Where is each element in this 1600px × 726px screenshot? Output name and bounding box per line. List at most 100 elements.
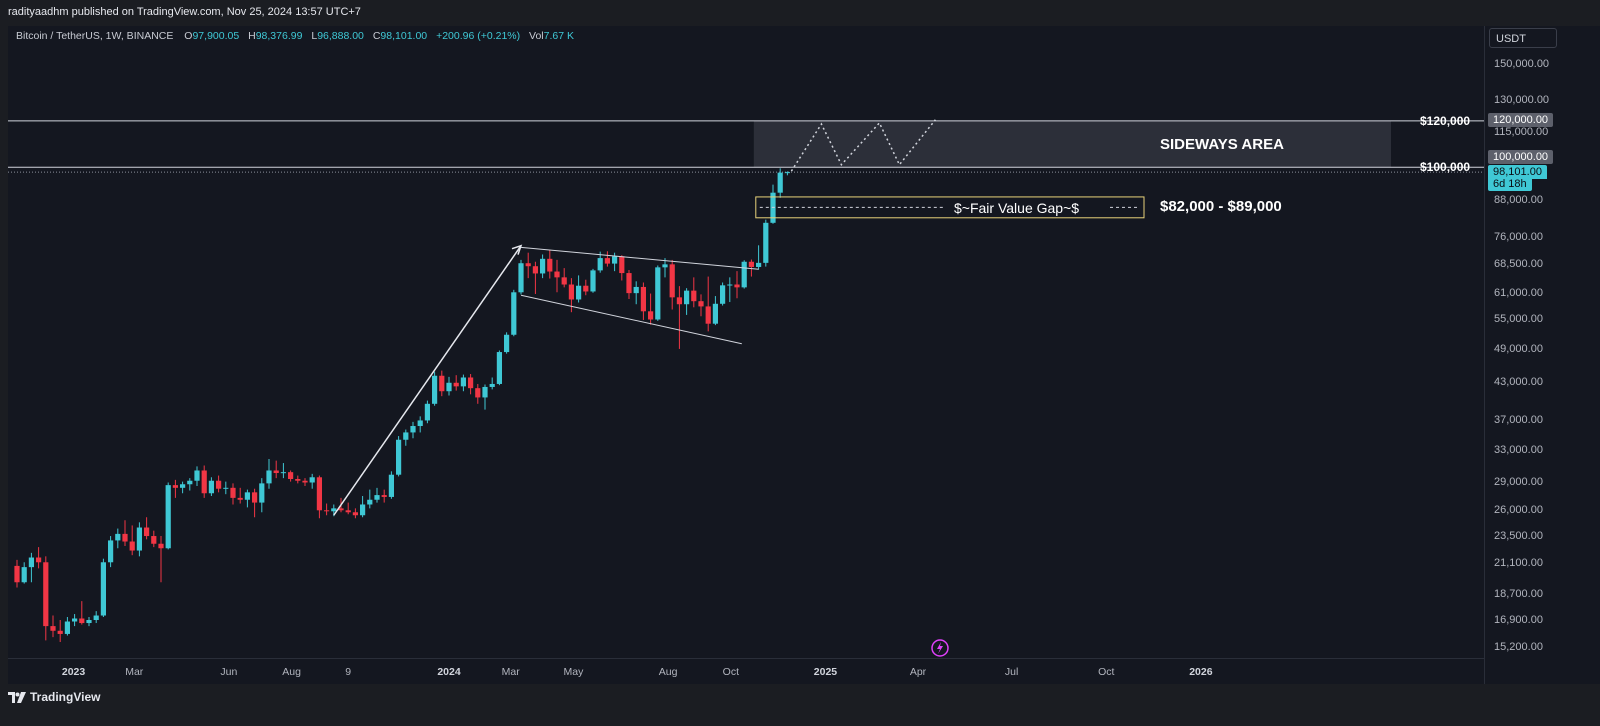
chart-pane[interactable]: Bitcoin / TetherUS, 1W, BINANCE O97,900.… <box>8 26 1484 684</box>
candle-body <box>302 480 308 483</box>
time-axis-label: 2025 <box>813 666 838 678</box>
candle-body <box>309 477 315 483</box>
candle-body <box>21 567 27 583</box>
trend-arrow-head <box>511 244 523 255</box>
candle-body <box>590 270 596 292</box>
sideways-area-label: SIDEWAYS AREA <box>1160 136 1284 153</box>
candle-body <box>216 480 222 489</box>
volume-value: 7.67 K <box>543 30 575 42</box>
price-axis-label: 29,000.00 <box>1494 476 1543 489</box>
currency-selector[interactable]: USDT <box>1489 28 1557 48</box>
candle-body <box>691 290 697 302</box>
time-axis-label: Apr <box>909 666 927 678</box>
time-axis-label: 2026 <box>1189 666 1213 678</box>
candle-body <box>777 172 783 193</box>
candle-body <box>460 377 466 387</box>
candle-body <box>576 285 582 300</box>
candle-body <box>338 508 344 511</box>
open-label: O <box>184 30 193 42</box>
candle-body <box>266 470 272 484</box>
candle-body <box>403 432 409 440</box>
candle-body <box>712 303 718 324</box>
time-axis-label: 2024 <box>437 666 461 678</box>
candle-body <box>36 557 42 563</box>
candle-body <box>158 543 164 549</box>
candle-body <box>388 474 394 497</box>
brand-name: TradingView <box>30 690 101 704</box>
time-axis[interactable]: 2023 Mar Jun Aug 9 2024 Mar May Aug Oct 2025 Apr Jul… <box>8 658 1484 685</box>
fvg-box <box>755 196 1145 219</box>
level-100k-label: $100,000 <box>1420 160 1471 174</box>
candle-body <box>100 562 106 616</box>
symbol-name: Bitcoin / TetherUS, 1W, BINANCE <box>16 30 174 42</box>
time-axis-label: Jun <box>220 666 238 678</box>
candle-body <box>417 420 423 427</box>
candle-body <box>669 264 675 298</box>
high-value: 98,376.99 <box>255 30 303 42</box>
candle-body <box>597 258 603 271</box>
candle-body <box>136 527 142 551</box>
candle-body <box>237 497 243 500</box>
price-axis-label: 55,000.00 <box>1494 313 1543 326</box>
candle-body <box>468 377 474 389</box>
fvg-label: $~Fair Value Gap~$ <box>954 200 1080 216</box>
candle-body <box>756 262 762 267</box>
symbol-legend: Bitcoin / TetherUS, 1W, BINANCE O97,900.… <box>16 30 580 42</box>
candle-body <box>568 284 574 300</box>
candle-body <box>244 492 250 500</box>
close-label: C <box>372 30 381 42</box>
projection-zigzag <box>790 119 936 172</box>
candle-body <box>331 508 337 512</box>
price-axis-label: 130,000.00 <box>1494 94 1550 107</box>
time-axis-label: 2023 <box>61 666 86 678</box>
price-axis-label: 88,000.00 <box>1494 193 1543 206</box>
candle-body <box>633 286 639 294</box>
candle-body <box>540 258 546 274</box>
candle-body <box>352 512 358 516</box>
candle-body <box>496 352 502 384</box>
candle-body <box>525 263 531 267</box>
low-value: 96,888.00 <box>317 30 364 42</box>
candle-body <box>734 284 740 288</box>
candle-body <box>280 472 286 474</box>
candle-body <box>172 485 178 488</box>
candle-body <box>288 472 294 480</box>
candle-body <box>475 388 481 398</box>
tag-last-price: 98,101.00 <box>1488 165 1547 179</box>
tag-countdown: 6d 18h <box>1488 177 1532 191</box>
tag-120k: 120,000.00 <box>1488 113 1554 127</box>
candle-body <box>367 499 373 505</box>
candle-body <box>230 487 236 498</box>
candle-body <box>324 510 330 512</box>
price-axis[interactable]: USDT 150,000.00 130,000.00 115,000.00 88,00… <box>1484 26 1600 684</box>
candle-body <box>705 306 711 324</box>
candle-body <box>684 290 690 305</box>
candle-body <box>612 256 618 264</box>
candle-body <box>532 266 538 274</box>
candle-body <box>115 533 121 541</box>
price-axis-label: 21,100.00 <box>1494 557 1543 570</box>
candle-body <box>194 470 200 481</box>
price-chart[interactable] <box>8 26 1484 658</box>
candle-body <box>86 620 92 624</box>
candle-body <box>676 297 682 305</box>
price-axis-label: 26,000.00 <box>1494 504 1543 517</box>
level-120k-label: $120,000 <box>1420 114 1471 128</box>
high-label: H <box>248 30 256 42</box>
candle-body <box>453 382 459 387</box>
channel-upper-line <box>520 246 759 270</box>
candle-body <box>698 301 704 307</box>
price-axis-label: 37,000.00 <box>1494 414 1543 427</box>
time-axis-label: Aug <box>282 666 301 678</box>
price-axis-label: 150,000.00 <box>1494 58 1550 70</box>
time-axis-label: Mar <box>501 666 520 678</box>
price-axis-label: 49,000.00 <box>1494 342 1543 355</box>
candle-body <box>424 403 430 421</box>
candle-body <box>583 285 589 292</box>
candle-body <box>504 334 510 353</box>
candle-body <box>108 540 114 563</box>
tradingview-logo[interactable]: TradingView <box>8 690 100 704</box>
candle-body <box>396 439 402 475</box>
candle-body <box>720 285 726 304</box>
time-axis-label: Jul <box>1004 666 1019 678</box>
